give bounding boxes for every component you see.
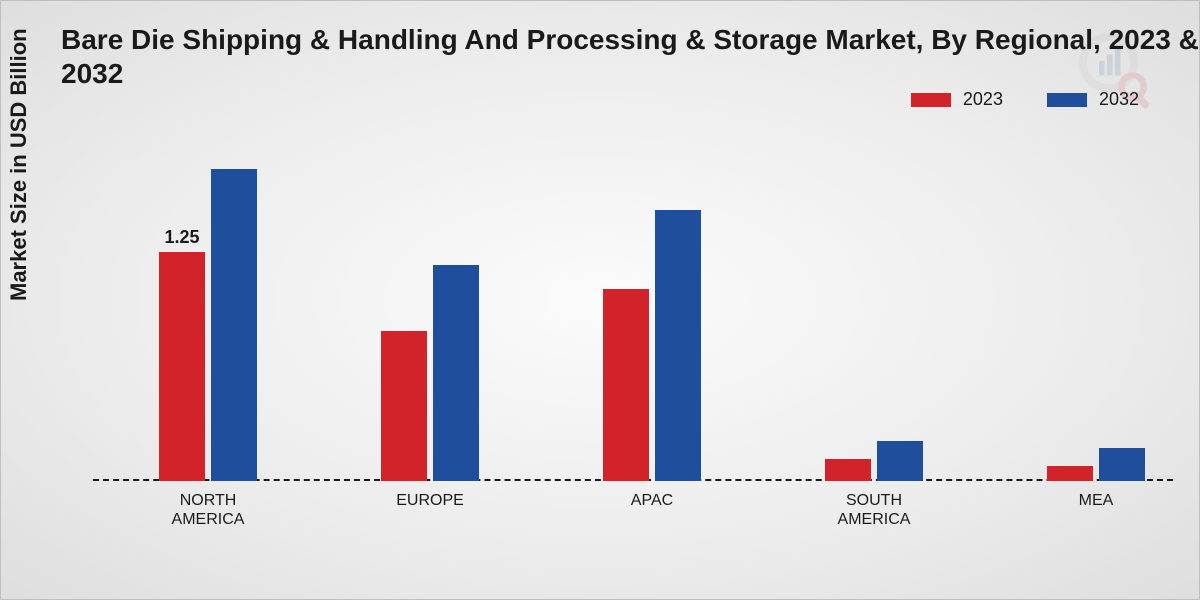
plot-area: NORTH AMERICAEUROPEAPACSOUTH AMERICAMEA1… (93, 151, 1173, 481)
legend-label-2032: 2032 (1099, 89, 1139, 110)
bar-v2023 (159, 252, 205, 481)
category-label: MEA (1079, 491, 1114, 510)
category-label: APAC (631, 491, 673, 510)
bar-v2023 (381, 331, 427, 481)
bar-v2023 (1047, 466, 1093, 481)
chart-title: Bare Die Shipping & Handling And Process… (61, 23, 1200, 90)
bar-v2032 (211, 169, 257, 481)
bar-group: EUROPE (345, 265, 515, 481)
y-axis-label: Market Size in USD Billion (6, 28, 32, 301)
legend-swatch-2023 (911, 93, 951, 107)
bar-data-label: 1.25 (164, 227, 199, 248)
category-label: NORTH AMERICA (172, 491, 245, 529)
bar-group: SOUTH AMERICA (789, 441, 959, 481)
bar-v2032 (877, 441, 923, 481)
bar-v2032 (433, 265, 479, 481)
bar-v2023 (603, 289, 649, 482)
category-label: EUROPE (396, 491, 464, 510)
bar-group: NORTH AMERICA (123, 169, 293, 481)
bar-v2032 (655, 210, 701, 481)
bar-v2023 (825, 459, 871, 481)
legend-swatch-2032 (1047, 93, 1087, 107)
legend-item-2023: 2023 (911, 89, 1003, 110)
category-label: SOUTH AMERICA (838, 491, 911, 529)
bar-group: MEA (1011, 448, 1181, 481)
bar-v2032 (1099, 448, 1145, 481)
legend-label-2023: 2023 (963, 89, 1003, 110)
legend: 2023 2032 (911, 89, 1139, 110)
bar-group: APAC (567, 210, 737, 481)
legend-item-2032: 2032 (1047, 89, 1139, 110)
